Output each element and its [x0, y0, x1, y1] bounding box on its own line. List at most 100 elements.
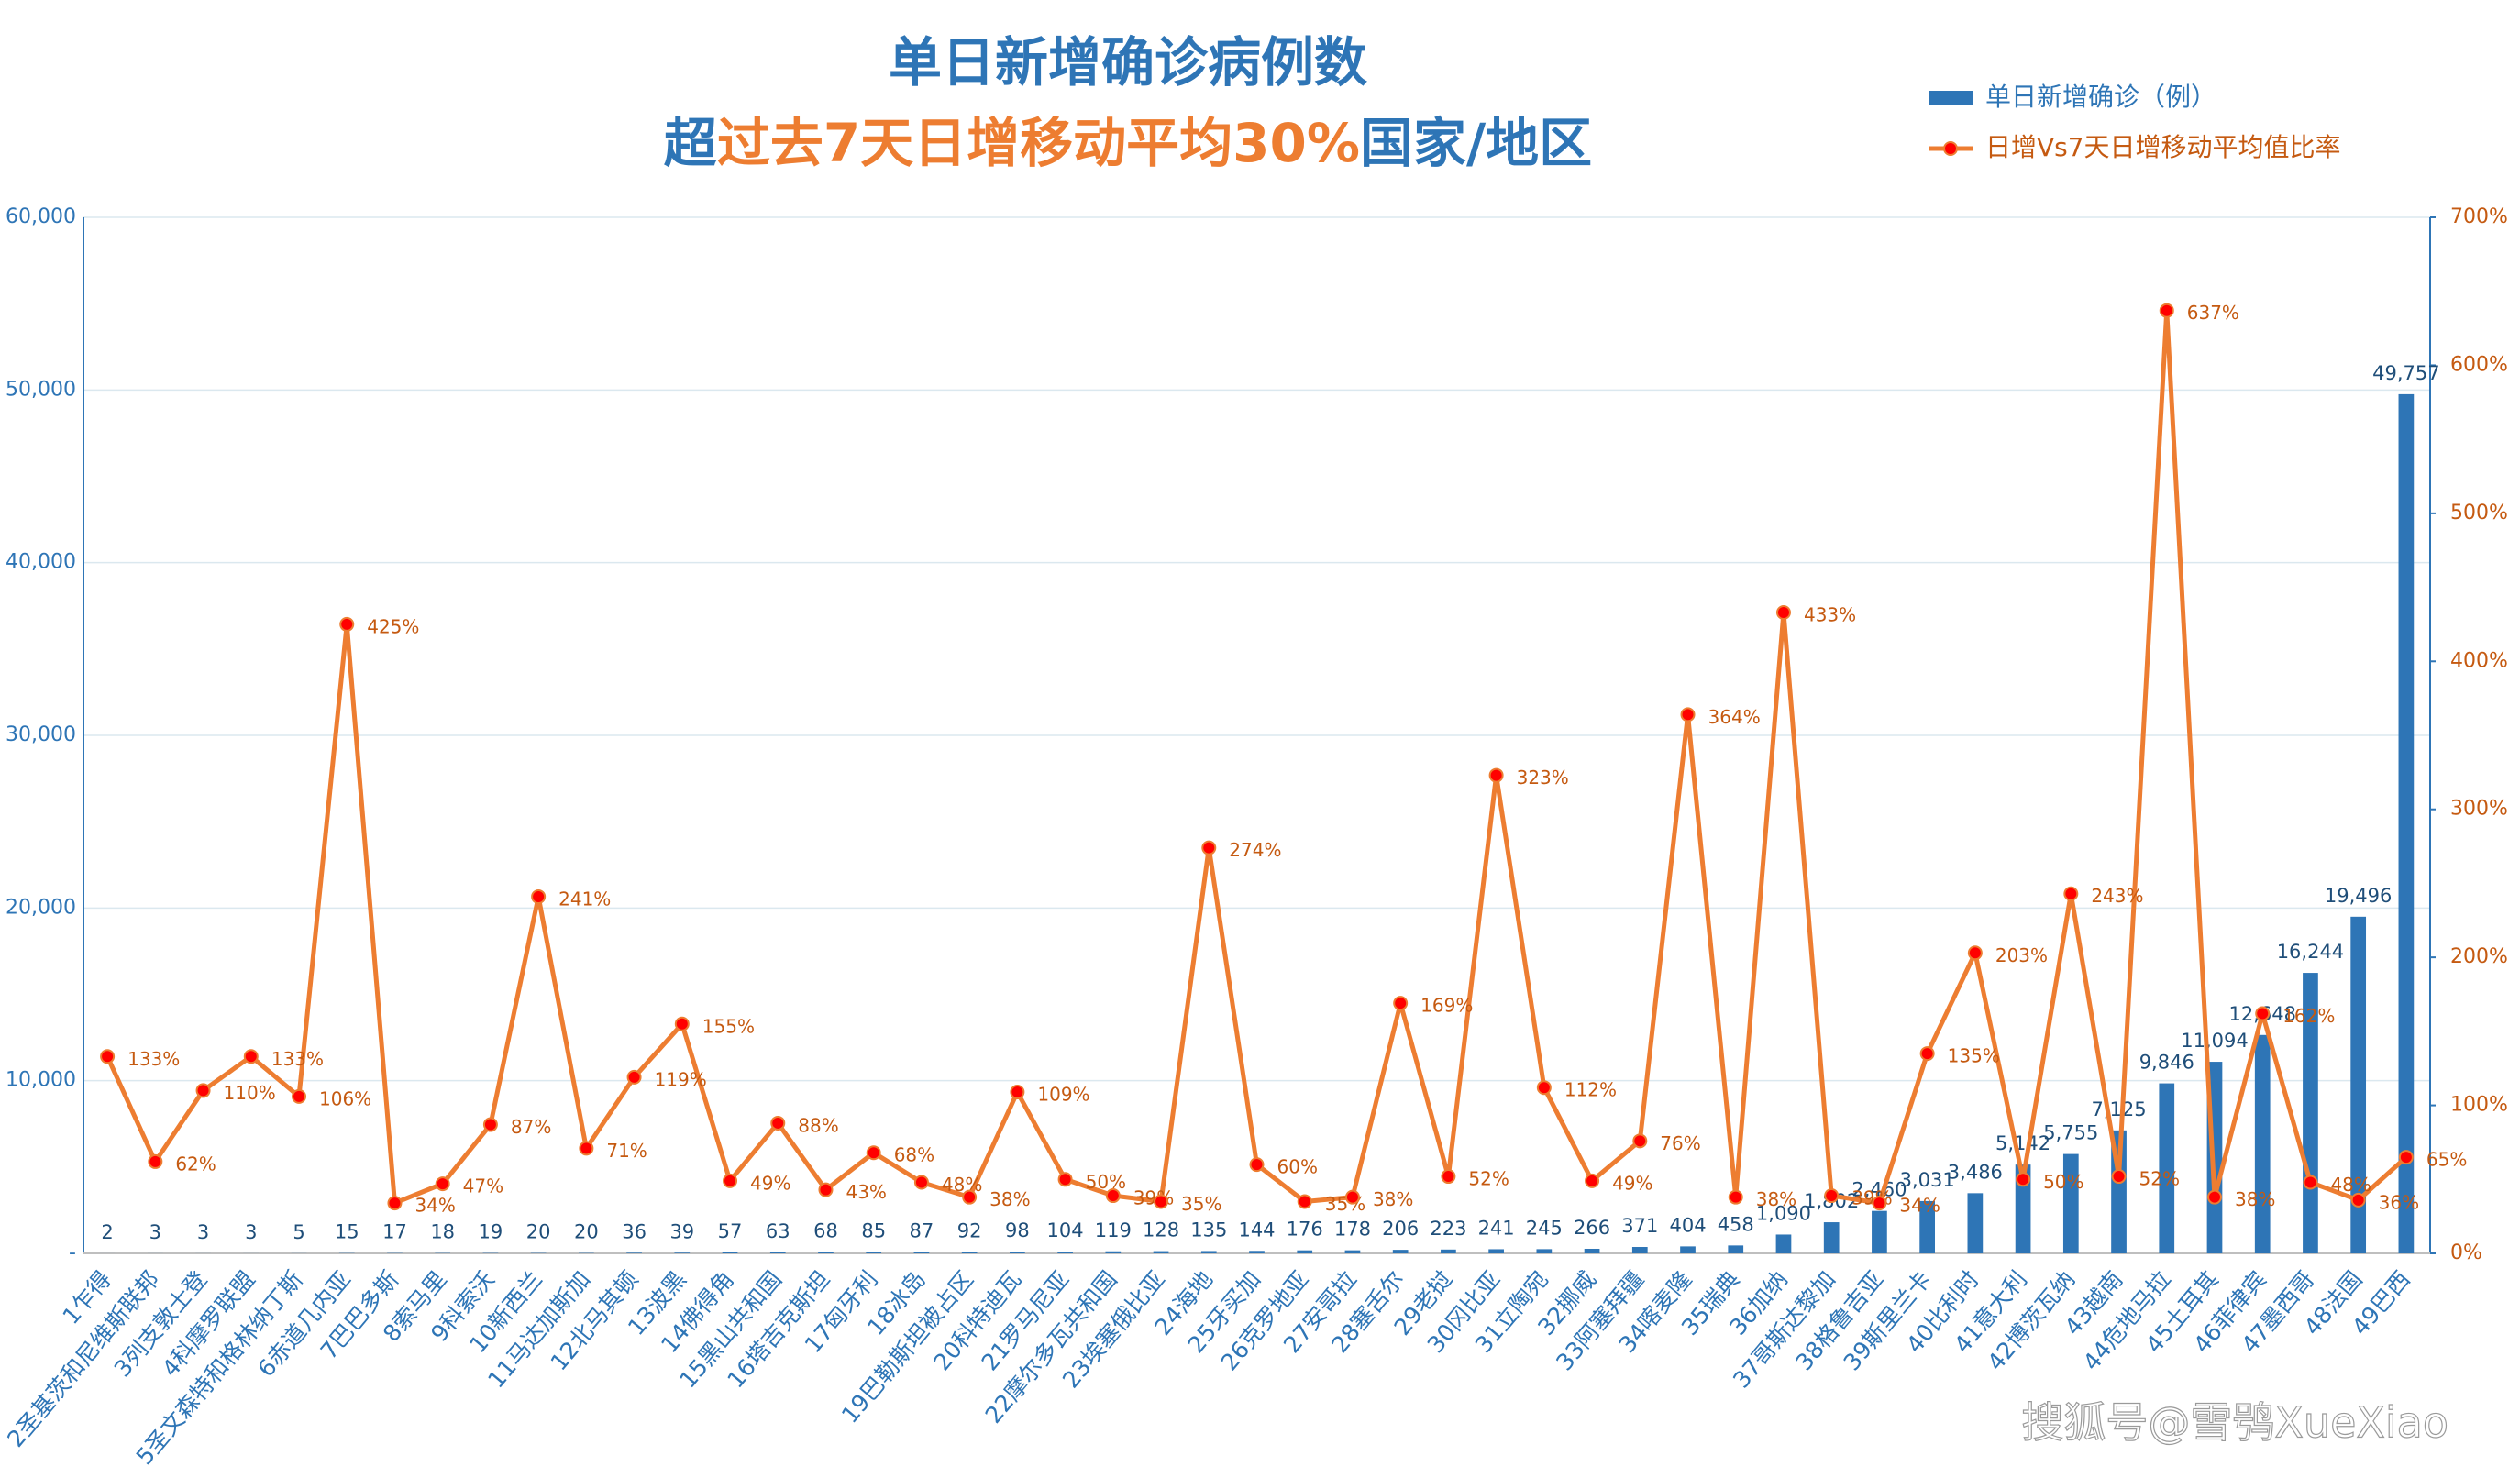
- bar-value-label: 57: [718, 1220, 743, 1242]
- line-marker: [770, 1115, 786, 1131]
- bar: [2159, 1083, 2175, 1253]
- bar-value-label: 458: [1718, 1213, 1754, 1235]
- line-marker: [243, 1049, 259, 1064]
- y-tick-label: 50,000: [6, 378, 76, 401]
- line-marker: [866, 1145, 881, 1161]
- line-value-label: 50%: [1086, 1171, 1126, 1193]
- line-value-label: 169%: [1420, 995, 1473, 1017]
- line-value-label: 274%: [1229, 839, 1281, 861]
- line-marker: [962, 1189, 978, 1205]
- line-value-label: 48%: [2330, 1174, 2371, 1196]
- chart-subtitle: 超过去7天日增移动平均30%国家/地区: [664, 112, 1592, 174]
- line-marker: [1919, 1046, 1935, 1062]
- bar: [722, 1252, 738, 1253]
- line-marker: [1872, 1196, 1887, 1211]
- y2-tick-label: 400%: [2450, 649, 2508, 672]
- bar-value-label: 176: [1287, 1219, 1323, 1241]
- y-tick-label: 40,000: [6, 551, 76, 574]
- line-marker: [387, 1196, 403, 1211]
- bar: [2350, 916, 2367, 1253]
- bar: [1344, 1250, 1361, 1253]
- line-marker: [1967, 945, 1983, 961]
- line-marker: [1488, 767, 1504, 783]
- line-marker: [100, 1049, 116, 1064]
- legend-label: 单日新增确诊（例）: [1985, 82, 2216, 112]
- bar: [961, 1252, 978, 1253]
- line-value-label: 43%: [846, 1181, 886, 1203]
- line-value-label: 241%: [558, 888, 611, 910]
- bar-value-label: 128: [1143, 1219, 1179, 1241]
- line-marker: [1824, 1188, 1840, 1204]
- bar: [913, 1252, 930, 1253]
- line-marker: [1585, 1173, 1600, 1188]
- line-value-label: 119%: [655, 1068, 707, 1090]
- line-value-label: 52%: [2139, 1168, 2180, 1190]
- line-marker: [913, 1175, 929, 1190]
- subtitle-part: 超: [664, 112, 718, 174]
- bar-value-label: 18: [430, 1221, 455, 1243]
- bar-value-label: 16,244: [2277, 941, 2344, 963]
- legend-label: 日增Vs7天日增移动平均值比率: [1985, 132, 2341, 162]
- bar-value-label: 371: [1621, 1215, 1658, 1237]
- bar: [626, 1252, 642, 1253]
- line-marker: [1680, 707, 1696, 722]
- line-value-label: 65%: [2426, 1149, 2467, 1171]
- bar-value-label: 5,142: [1995, 1132, 2050, 1154]
- line-marker: [2206, 1189, 2222, 1205]
- bar-value-label: 3: [149, 1221, 161, 1243]
- bar: [1297, 1250, 1313, 1253]
- line-marker: [1728, 1189, 1743, 1205]
- line-value-label: 36%: [2379, 1191, 2419, 1213]
- bar-value-label: 104: [1047, 1219, 1084, 1241]
- line-value-label: 38%: [1756, 1188, 1796, 1210]
- line-marker: [1154, 1194, 1169, 1209]
- line-value-label: 109%: [1037, 1084, 1089, 1106]
- bar-value-label: 404: [1669, 1214, 1706, 1236]
- bar-value-label: 92: [957, 1219, 982, 1241]
- line-marker: [292, 1088, 307, 1104]
- bar-value-label: 49,757: [2372, 362, 2439, 384]
- line-marker: [1010, 1085, 1025, 1100]
- bar-value-label: 2: [101, 1221, 113, 1243]
- line-value-label: 49%: [1612, 1172, 1652, 1194]
- bar-value-label: 7,125: [2091, 1098, 2146, 1120]
- line-marker: [2063, 886, 2079, 901]
- bar: [1584, 1248, 1600, 1253]
- bar-value-label: 15: [335, 1221, 359, 1243]
- bar: [2254, 1034, 2271, 1253]
- bar: [1728, 1245, 1744, 1253]
- line-marker: [2398, 1150, 2414, 1165]
- line-value-label: 88%: [798, 1114, 838, 1136]
- bar: [1441, 1249, 1456, 1253]
- line-marker: [1441, 1169, 1456, 1185]
- bar: [1919, 1200, 1935, 1253]
- bar-value-label: 241: [1478, 1217, 1515, 1239]
- line-value-label: 112%: [1564, 1079, 1617, 1101]
- line-value-label: 34%: [1899, 1195, 1940, 1217]
- line-value-label: 39%: [1133, 1187, 1174, 1209]
- line-value-label: 48%: [942, 1174, 982, 1196]
- line-marker: [818, 1182, 834, 1197]
- line-marker: [482, 1117, 498, 1132]
- bar-value-label: 1,090: [1756, 1202, 1811, 1224]
- bar-value-label: 144: [1238, 1219, 1275, 1241]
- line-marker: [626, 1069, 642, 1085]
- line-marker: [531, 888, 547, 904]
- bar: [769, 1252, 786, 1253]
- bar-value-label: 206: [1382, 1218, 1419, 1240]
- bar: [1631, 1247, 1648, 1253]
- bar-value-label: 245: [1526, 1217, 1563, 1239]
- bar: [2398, 393, 2415, 1254]
- line-marker: [2016, 1172, 2031, 1187]
- line-value-label: 38%: [1373, 1188, 1413, 1210]
- bar-value-label: 20: [526, 1221, 551, 1243]
- line-value-label: 162%: [2282, 1005, 2335, 1027]
- y2-tick-label: 500%: [2450, 502, 2508, 524]
- line-marker: [1249, 1157, 1265, 1173]
- y2-tick-label: 100%: [2450, 1094, 2508, 1117]
- bar-value-label: 11,094: [2181, 1030, 2248, 1052]
- bar-value-label: 19: [479, 1221, 503, 1243]
- bar: [674, 1252, 691, 1253]
